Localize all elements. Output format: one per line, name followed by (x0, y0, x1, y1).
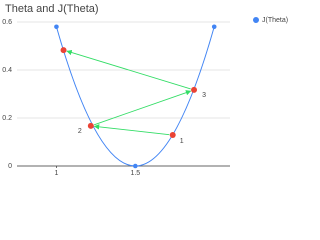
legend-marker (253, 17, 259, 23)
step-arrow (66, 49, 191, 90)
chart-title: Theta and J(Theta) (5, 3, 99, 15)
step-label: 1 (180, 138, 184, 145)
legend-label: J(Theta) (262, 17, 288, 24)
step-point (191, 86, 198, 93)
page: Theta and J(Theta) 0 0.2 0.4 0.6 1 1.5 J(Theta… (2, 2, 289, 177)
x-tick-label: 1 (54, 170, 58, 177)
series-point (133, 163, 138, 169)
step-point (87, 122, 94, 129)
series-point (211, 24, 217, 30)
step-label: 2 (78, 128, 82, 135)
y-tick-label: 0.6 (2, 19, 12, 26)
step-point (60, 47, 67, 54)
chart: Theta and J(Theta) 0 0.2 0.4 0.6 1 1.5 J(Theta… (2, 3, 288, 177)
x-tick-label: 1.5 (130, 170, 140, 177)
y-tick-label: 0 (8, 163, 12, 170)
step-point (169, 132, 176, 139)
y-tick-label: 0.2 (2, 115, 12, 122)
series-line (55, 26, 215, 167)
step-label: 3 (202, 92, 206, 99)
step-arrow (93, 90, 192, 126)
y-tick-label: 0.4 (2, 67, 12, 74)
step-arrow (93, 124, 170, 136)
series-point (54, 24, 59, 30)
